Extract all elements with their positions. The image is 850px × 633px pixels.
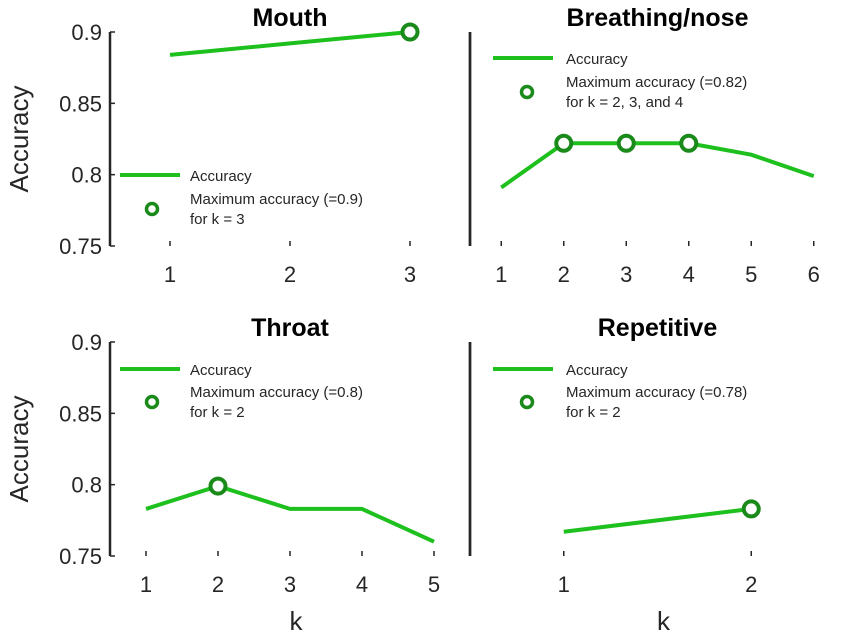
panel-title: Mouth — [253, 4, 328, 32]
panel-title: Repetitive — [598, 314, 718, 342]
x-tick-label: 2 — [745, 572, 757, 597]
legend-label-max: Maximum accuracy (=0.9) — [190, 191, 363, 208]
legend-marker-swatch — [519, 394, 535, 410]
legend-label-max-sub: for k = 2, 3, and 4 — [566, 94, 683, 111]
legend-label-max-sub: for k = 2 — [566, 404, 621, 421]
x-tick-label: 2 — [284, 262, 296, 287]
max-accuracy-marker — [741, 499, 761, 519]
y-axis-label: Accuracy — [4, 396, 34, 503]
y-tick-label: 0.8 — [71, 473, 102, 498]
y-tick-label: 0.85 — [59, 401, 102, 426]
legend-marker-swatch — [144, 394, 160, 410]
legend-label-max-sub: for k = 2 — [190, 404, 245, 421]
x-tick-label: 1 — [495, 262, 507, 287]
legend-label-accuracy: Accuracy — [190, 168, 252, 185]
accuracy-line — [563, 506, 752, 534]
legend-label-max-sub: for k = 3 — [190, 211, 245, 228]
legend-label-max: Maximum accuracy (=0.82) — [566, 74, 747, 91]
accuracy-line — [169, 30, 411, 57]
legend-marker-swatch — [144, 201, 160, 217]
x-axis-label: k — [290, 606, 304, 633]
x-tick-label: 4 — [683, 262, 695, 287]
x-tick-label: 5 — [428, 572, 440, 597]
x-tick-label: 3 — [620, 262, 632, 287]
x-axis-label: k — [657, 606, 671, 633]
x-tick-label: 2 — [558, 262, 570, 287]
legend-label-accuracy: Accuracy — [190, 362, 252, 379]
x-tick-label: 6 — [808, 262, 820, 287]
panel-title: Throat — [251, 314, 329, 342]
x-tick-label: 1 — [558, 572, 570, 597]
panel-title: Breathing/nose — [567, 4, 749, 32]
accuracy-line — [500, 141, 815, 190]
x-tick-label: 5 — [745, 262, 757, 287]
x-tick-label: 3 — [404, 262, 416, 287]
legend-label-accuracy: Accuracy — [566, 362, 628, 379]
legend-label-max: Maximum accuracy (=0.8) — [190, 384, 363, 401]
legend-label-accuracy: Accuracy — [566, 51, 628, 68]
x-tick-label: 3 — [284, 572, 296, 597]
legend-label-max: Maximum accuracy (=0.78) — [566, 384, 747, 401]
y-tick-label: 0.85 — [59, 91, 102, 116]
y-tick-label: 0.75 — [59, 234, 102, 259]
x-tick-label: 2 — [212, 572, 224, 597]
x-tick-label: 1 — [140, 572, 152, 597]
max-accuracy-marker — [616, 133, 636, 153]
accuracy-line — [145, 483, 435, 544]
max-accuracy-marker — [554, 133, 574, 153]
y-tick-label: 0.75 — [59, 544, 102, 569]
x-tick-label: 4 — [356, 572, 368, 597]
y-tick-label: 0.9 — [71, 330, 102, 355]
x-tick-label: 1 — [164, 262, 176, 287]
legend-marker-swatch — [519, 84, 535, 100]
y-axis-label: Accuracy — [4, 86, 34, 193]
max-accuracy-marker — [208, 476, 228, 496]
y-tick-label: 0.8 — [71, 163, 102, 188]
max-accuracy-marker — [400, 22, 420, 42]
y-tick-label: 0.9 — [71, 20, 102, 45]
max-accuracy-marker — [679, 133, 699, 153]
